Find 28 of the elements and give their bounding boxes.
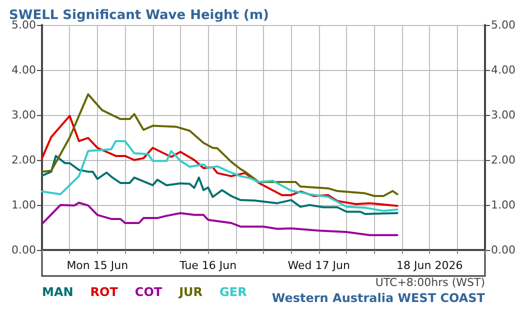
y-tick-label: 4.00 xyxy=(12,64,36,76)
y-tick-label: 0.00 xyxy=(12,244,36,256)
text: UTC+8:00hrs (WST) xyxy=(375,276,485,289)
y2-tick-label: 3.00 xyxy=(491,108,516,122)
text: MAN xyxy=(42,285,74,299)
y2-tick-label: 0.00 xyxy=(491,244,516,256)
y2-tick-label: 4.00 xyxy=(491,64,516,76)
y2-tick-label: 1.00 xyxy=(491,198,516,212)
line-series xyxy=(41,93,398,197)
x-tick-label: Mon 15 Jun xyxy=(66,259,128,272)
y2-tick-label: 2.00 xyxy=(491,154,516,166)
x-tick-label: 18 Jun 2026 xyxy=(396,259,463,272)
line-series xyxy=(41,202,398,236)
line-series xyxy=(41,154,398,215)
line-series xyxy=(41,114,398,207)
y2-tick-label: 5.00 xyxy=(491,18,516,32)
line-series xyxy=(41,140,398,212)
y-tick-label: 3.00 xyxy=(12,108,36,122)
y-tick-label: 5.00 xyxy=(12,18,36,32)
text: Western Australia WEST COAST xyxy=(272,291,486,305)
text: GER xyxy=(220,285,247,299)
text: COT xyxy=(134,285,163,299)
y-tick-label: 2.00 xyxy=(12,154,36,166)
x-tick-label: Tue 16 Jun xyxy=(178,259,237,272)
text: ROT xyxy=(90,285,119,299)
y-tick-label: 1.00 xyxy=(12,198,36,212)
x-tick-label: Wed 17 Jun xyxy=(288,259,350,272)
text: JUR xyxy=(178,285,203,299)
